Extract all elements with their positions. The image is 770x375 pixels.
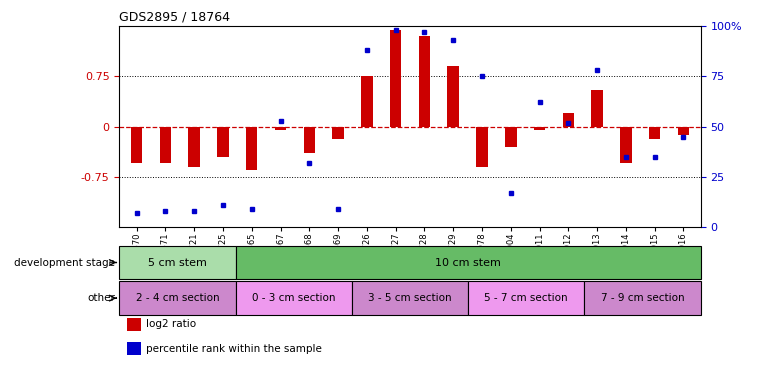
Bar	[236, 246, 701, 279]
Bar	[390, 30, 401, 127]
Bar	[361, 76, 373, 127]
Bar	[119, 281, 236, 315]
Bar	[534, 127, 545, 130]
Text: GDS2895 / 18764: GDS2895 / 18764	[119, 10, 230, 23]
Text: development stage: development stage	[15, 258, 116, 267]
Bar	[303, 127, 315, 153]
Bar	[246, 127, 257, 170]
Text: 5 cm stem: 5 cm stem	[148, 258, 207, 267]
Bar	[476, 127, 487, 166]
Bar	[352, 281, 468, 315]
Bar	[649, 127, 661, 139]
Bar	[131, 127, 142, 164]
Bar	[620, 127, 631, 164]
Text: 7 - 9 cm section: 7 - 9 cm section	[601, 293, 685, 303]
Text: percentile rank within the sample: percentile rank within the sample	[146, 344, 322, 354]
Text: 5 - 7 cm section: 5 - 7 cm section	[484, 293, 568, 303]
Bar	[236, 281, 352, 315]
Bar	[419, 36, 430, 127]
Bar	[505, 127, 517, 147]
Bar	[275, 127, 286, 130]
Bar	[678, 127, 689, 135]
Bar	[563, 113, 574, 127]
Text: 2 - 4 cm section: 2 - 4 cm section	[136, 293, 219, 303]
Bar	[119, 246, 236, 279]
Text: 10 cm stem: 10 cm stem	[435, 258, 501, 267]
Bar	[189, 127, 200, 166]
Bar	[591, 90, 603, 127]
Bar	[333, 127, 344, 139]
Text: other: other	[88, 293, 116, 303]
Bar	[447, 66, 459, 127]
Text: 3 - 5 cm section: 3 - 5 cm section	[368, 293, 452, 303]
Bar	[217, 127, 229, 157]
Text: log2 ratio: log2 ratio	[146, 320, 196, 329]
Bar	[159, 127, 171, 164]
Text: 0 - 3 cm section: 0 - 3 cm section	[252, 293, 336, 303]
Bar	[468, 281, 584, 315]
Bar	[584, 281, 701, 315]
